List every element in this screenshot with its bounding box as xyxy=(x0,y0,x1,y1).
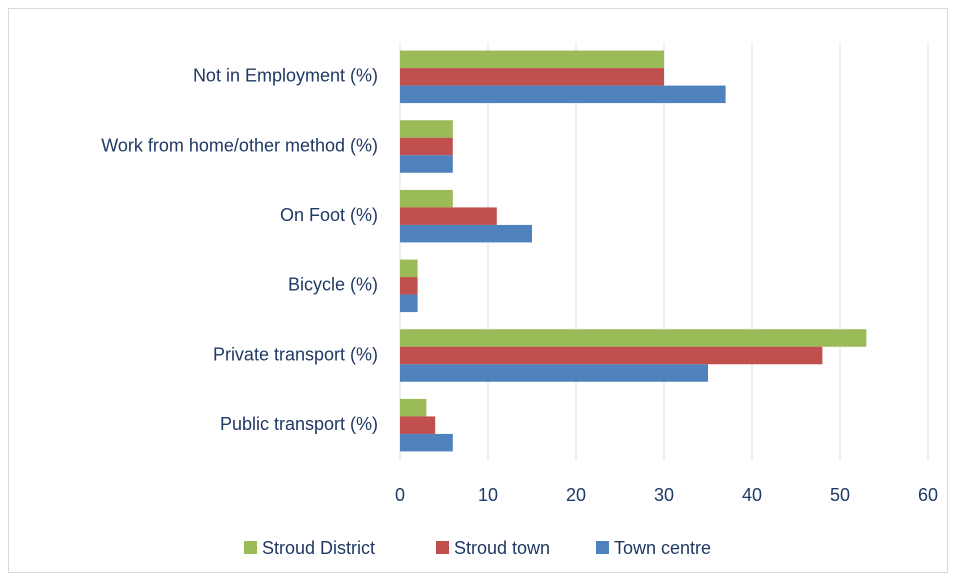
x-tick-label: 60 xyxy=(918,485,938,505)
y-tick-label: Work from home/other method (%) xyxy=(101,135,378,155)
bar xyxy=(400,120,453,138)
y-tick-label: Private transport (%) xyxy=(213,344,378,364)
bar xyxy=(400,137,453,156)
bar xyxy=(400,155,453,173)
x-tick-label: 40 xyxy=(742,485,762,505)
bar xyxy=(400,85,726,104)
y-tick-label: Public transport (%) xyxy=(220,414,378,434)
x-tick-label: 50 xyxy=(830,485,850,505)
bar xyxy=(400,68,664,86)
legend-label: Town centre xyxy=(614,538,711,558)
bar xyxy=(400,416,436,434)
bar xyxy=(400,329,867,347)
bar xyxy=(400,346,823,365)
bar xyxy=(400,224,532,243)
y-tick-label: Bicycle (%) xyxy=(288,275,378,295)
bar xyxy=(400,433,453,452)
bar xyxy=(400,207,497,225)
legend-swatch xyxy=(596,541,609,554)
x-tick-label: 10 xyxy=(478,485,498,505)
y-tick-label: Not in Employment (%) xyxy=(193,66,378,86)
legend-swatch xyxy=(244,541,257,554)
bar xyxy=(400,259,418,278)
bar xyxy=(400,398,427,417)
x-tick-label: 30 xyxy=(654,485,674,505)
bar xyxy=(400,294,418,313)
bar xyxy=(400,189,453,208)
x-tick-label: 20 xyxy=(566,485,586,505)
x-tick-label: 0 xyxy=(395,485,405,505)
bar xyxy=(400,277,418,295)
bar xyxy=(400,364,708,382)
bar xyxy=(400,50,664,69)
legend-label: Stroud town xyxy=(454,538,550,558)
legend-swatch xyxy=(436,541,449,554)
legend-label: Stroud District xyxy=(262,538,375,558)
y-tick-label: On Foot (%) xyxy=(280,205,378,225)
